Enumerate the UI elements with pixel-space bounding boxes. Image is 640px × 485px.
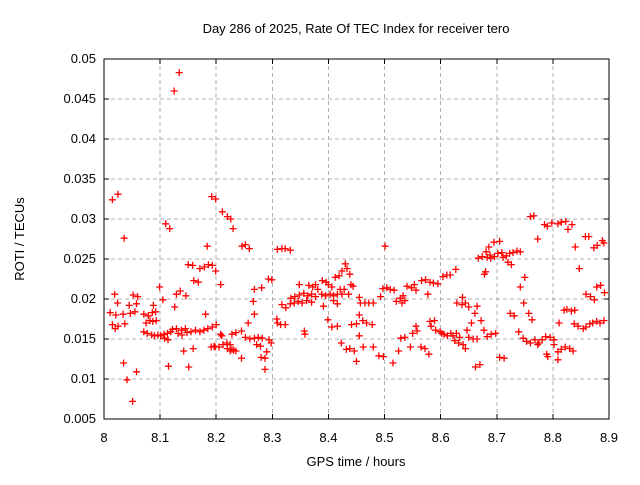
- y-axis-label: ROTI / TECUs: [12, 197, 27, 281]
- y-tick-label: 0.01: [71, 371, 96, 386]
- scatter-points: [106, 69, 608, 405]
- x-tick-label: 8.2: [207, 430, 225, 445]
- data-points-layer: [106, 69, 608, 405]
- tick-marks-layer: [103, 58, 610, 420]
- y-tick-label: 0.005: [63, 411, 96, 426]
- plot-frame-layer: [103, 58, 610, 420]
- y-tick-label: 0.03: [71, 211, 96, 226]
- x-tick-label: 8.5: [376, 430, 394, 445]
- y-tick-label: 0.04: [71, 131, 96, 146]
- y-tick-label: 0.05: [71, 51, 96, 66]
- y-tick-label: 0.035: [63, 171, 96, 186]
- y-tick-label: 0.025: [63, 251, 96, 266]
- x-tick-label: 8.4: [319, 430, 337, 445]
- plot-border: [103, 58, 610, 420]
- grid-layer: [104, 59, 609, 419]
- tick-labels-layer: 8 8.1 8.2 8.3 8.4 8.5 8.6 8.7 8.8 8.9 0.005 0.01 0.0…: [63, 51, 618, 445]
- y-tick-label: 0.02: [71, 291, 96, 306]
- x-tick-label: 8.3: [263, 430, 281, 445]
- x-tick-label: 8.1: [151, 430, 169, 445]
- x-tick-label: 8.6: [432, 430, 450, 445]
- x-tick-label: 8: [100, 430, 107, 445]
- x-tick-label: 8.9: [600, 430, 618, 445]
- x-tick-label: 8.7: [488, 430, 506, 445]
- x-axis-label: GPS time / hours: [307, 454, 406, 469]
- x-tick-label: 8.8: [544, 430, 562, 445]
- y-tick-label: 0.045: [63, 91, 96, 106]
- chart-title: Day 286 of 2025, Rate Of TEC Index for r…: [203, 21, 510, 36]
- y-tick-label: 0.015: [63, 331, 96, 346]
